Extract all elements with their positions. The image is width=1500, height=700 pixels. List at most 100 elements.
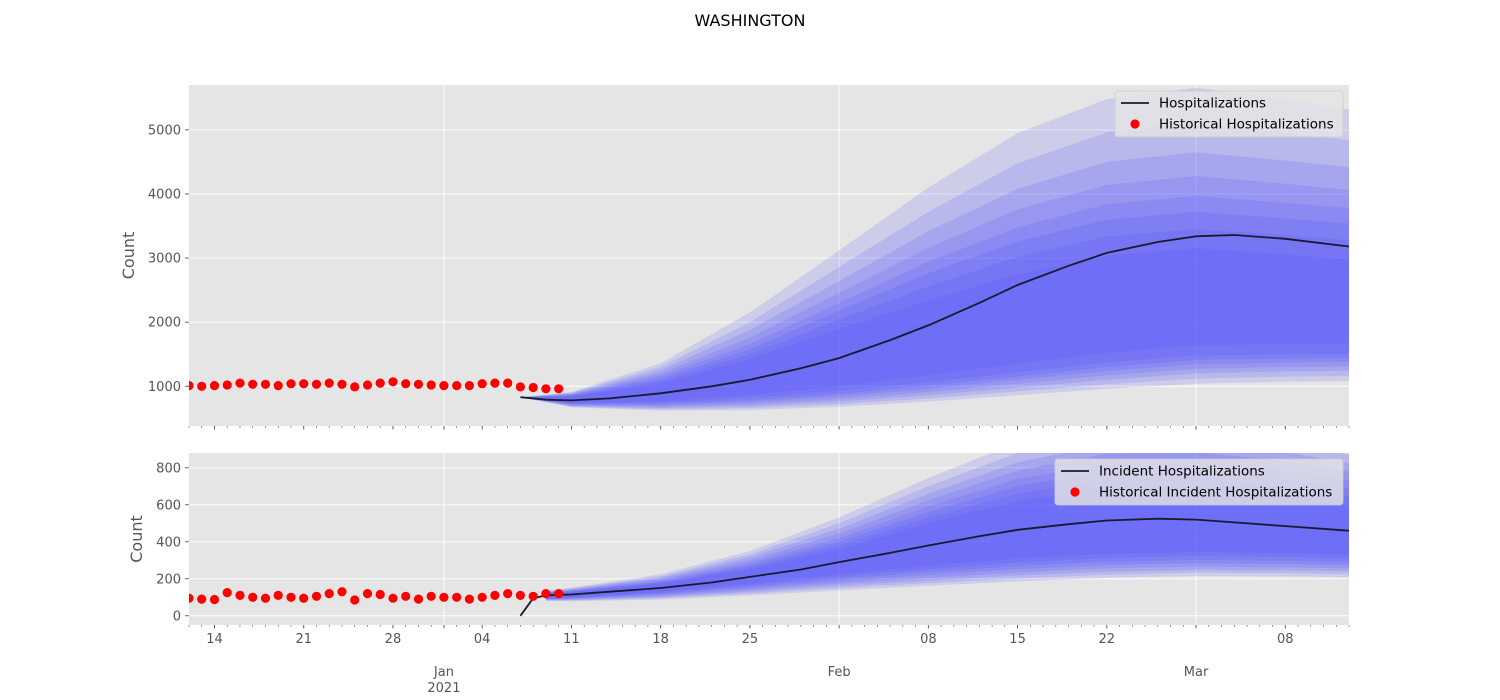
data-point bbox=[311, 591, 322, 601]
y-tick-label: 1000 bbox=[148, 380, 181, 395]
data-point bbox=[209, 381, 220, 391]
data-point bbox=[222, 588, 232, 598]
data-point bbox=[388, 593, 398, 603]
legend-entry-label: Incident Hospitalizations bbox=[1099, 464, 1265, 480]
data-point bbox=[439, 592, 449, 602]
x-tick-label: 25 bbox=[742, 632, 759, 647]
x-month-label: Mar bbox=[1184, 665, 1209, 680]
data-point bbox=[401, 591, 411, 601]
data-point bbox=[503, 589, 513, 599]
data-point bbox=[452, 592, 462, 602]
forecast-band bbox=[520, 152, 1349, 409]
data-point bbox=[311, 379, 322, 389]
x-tick-label: 11 bbox=[563, 632, 580, 647]
data-point bbox=[189, 381, 194, 391]
data-point bbox=[388, 377, 398, 387]
data-point bbox=[426, 591, 436, 601]
x-year-label: 2021 bbox=[427, 681, 460, 696]
forecast-band bbox=[520, 248, 1349, 403]
data-point bbox=[503, 378, 513, 388]
legend-box bbox=[1054, 458, 1344, 506]
x-tick-label: 22 bbox=[1099, 632, 1116, 647]
x-month-label: Feb bbox=[828, 665, 851, 680]
y-tick-label: 2000 bbox=[148, 316, 181, 331]
data-point bbox=[528, 591, 538, 601]
bottom-panel-incident-hospitalizations: 0 200 400 600 800 Count Incident Hospitalizati… bbox=[127, 453, 1350, 629]
x-tick-label: 08 bbox=[920, 632, 937, 647]
y-tick-label: 200 bbox=[156, 572, 181, 587]
x-tick-label: 21 bbox=[295, 632, 312, 647]
legend-marker-swatch bbox=[1130, 119, 1140, 129]
legend-entry-label: Historical Hospitalizations bbox=[1159, 117, 1334, 133]
data-point bbox=[235, 590, 245, 601]
data-point bbox=[337, 379, 347, 389]
data-point bbox=[490, 378, 500, 388]
legend-entry-label: Historical Incident Hospitalizations bbox=[1099, 485, 1332, 501]
data-point bbox=[248, 592, 258, 602]
data-point bbox=[286, 592, 296, 602]
data-point bbox=[515, 382, 526, 392]
forecast-band bbox=[520, 87, 1349, 411]
data-point bbox=[324, 378, 334, 388]
data-point bbox=[273, 381, 283, 391]
data-point bbox=[375, 589, 385, 600]
data-point bbox=[515, 590, 526, 601]
data-point bbox=[286, 379, 296, 389]
data-point bbox=[197, 381, 207, 391]
data-point bbox=[528, 382, 538, 393]
data-point bbox=[235, 378, 245, 388]
data-point bbox=[337, 587, 347, 597]
chart-title: WASHINGTON bbox=[695, 11, 806, 30]
data-point bbox=[490, 590, 500, 601]
data-point bbox=[554, 384, 564, 394]
forecast-band bbox=[520, 229, 1349, 404]
data-point bbox=[426, 380, 436, 390]
y-tick-label: 5000 bbox=[148, 123, 181, 138]
data-point bbox=[541, 589, 551, 599]
x-tick-label: 04 bbox=[474, 632, 491, 647]
data-point bbox=[464, 381, 474, 391]
data-point bbox=[189, 593, 194, 603]
data-point bbox=[350, 595, 360, 605]
historical-points bbox=[189, 377, 564, 394]
data-point bbox=[362, 380, 373, 390]
x-tick-label: 18 bbox=[652, 632, 669, 647]
y-tick-label: 0 bbox=[173, 609, 181, 624]
median-line bbox=[519, 517, 1349, 617]
data-point bbox=[260, 593, 271, 603]
y-axis-label: Count bbox=[119, 232, 138, 280]
legend-box bbox=[1114, 90, 1344, 138]
x-tick-label: 28 bbox=[385, 632, 402, 647]
forecast-band bbox=[520, 122, 1349, 410]
y-axis-label: Count bbox=[127, 515, 146, 563]
legend: Hospitalizations Historical Hospitalizati… bbox=[1114, 90, 1344, 138]
top-panel-hospitalizations: 1000 2000 3000 4000 5000 Count Hospitalization… bbox=[119, 85, 1350, 430]
y-tick-label: 600 bbox=[156, 498, 181, 513]
y-tick-label: 4000 bbox=[148, 187, 181, 202]
legend-entry-label: Hospitalizations bbox=[1159, 96, 1266, 112]
data-point bbox=[413, 379, 424, 389]
x-tick-label: 14 bbox=[206, 632, 223, 647]
uncertainty-bands bbox=[520, 87, 1349, 411]
plot-area-bg bbox=[189, 85, 1349, 426]
data-point bbox=[197, 594, 207, 604]
y-tick-label: 3000 bbox=[148, 252, 181, 267]
legend: Incident Hospitalizations Historical Inci… bbox=[1054, 458, 1344, 506]
y-tick-label: 800 bbox=[156, 461, 181, 476]
forecast-band bbox=[520, 211, 1349, 405]
data-point bbox=[439, 381, 449, 391]
data-point bbox=[401, 379, 411, 389]
data-point bbox=[260, 379, 271, 389]
data-point bbox=[541, 384, 551, 394]
data-point bbox=[324, 589, 334, 599]
data-point bbox=[477, 592, 487, 602]
grid bbox=[189, 453, 1349, 625]
data-point bbox=[554, 589, 564, 599]
x-month-label: Jan bbox=[433, 665, 454, 680]
data-point bbox=[452, 381, 462, 391]
median-line bbox=[520, 234, 1349, 402]
data-point bbox=[248, 379, 258, 389]
forecast-band bbox=[520, 195, 1349, 406]
